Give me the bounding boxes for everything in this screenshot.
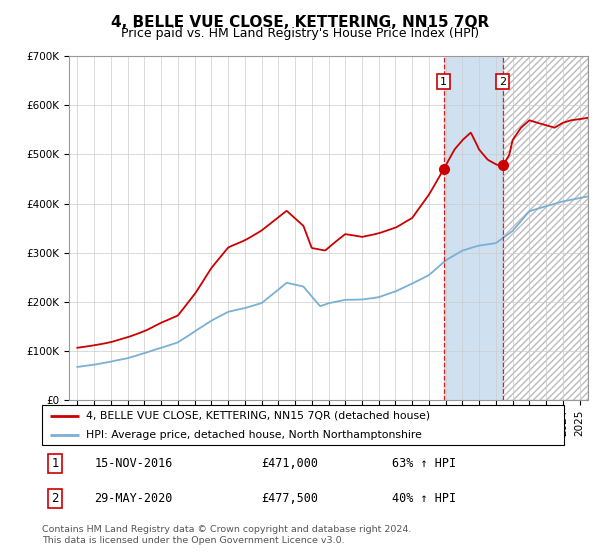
Text: 29-MAY-2020: 29-MAY-2020	[94, 492, 173, 505]
Text: 1: 1	[440, 77, 447, 87]
Text: 63% ↑ HPI: 63% ↑ HPI	[392, 457, 456, 470]
Text: 4, BELLE VUE CLOSE, KETTERING, NN15 7QR: 4, BELLE VUE CLOSE, KETTERING, NN15 7QR	[111, 15, 489, 30]
Text: 40% ↑ HPI: 40% ↑ HPI	[392, 492, 456, 505]
Text: Contains HM Land Registry data © Crown copyright and database right 2024.
This d: Contains HM Land Registry data © Crown c…	[42, 525, 412, 545]
Text: 1: 1	[52, 457, 59, 470]
Text: Price paid vs. HM Land Registry's House Price Index (HPI): Price paid vs. HM Land Registry's House …	[121, 27, 479, 40]
Bar	[503, 56, 588, 400]
Text: 4, BELLE VUE CLOSE, KETTERING, NN15 7QR (detached house): 4, BELLE VUE CLOSE, KETTERING, NN15 7QR …	[86, 411, 430, 421]
Text: HPI: Average price, detached house, North Northamptonshire: HPI: Average price, detached house, Nort…	[86, 430, 422, 440]
Text: 15-NOV-2016: 15-NOV-2016	[94, 457, 173, 470]
Text: £471,000: £471,000	[261, 457, 318, 470]
Text: 2: 2	[499, 77, 506, 87]
FancyBboxPatch shape	[42, 405, 564, 445]
Text: 2: 2	[52, 492, 59, 505]
Text: £477,500: £477,500	[261, 492, 318, 505]
Bar	[503, 56, 588, 400]
Bar	[443, 56, 503, 400]
